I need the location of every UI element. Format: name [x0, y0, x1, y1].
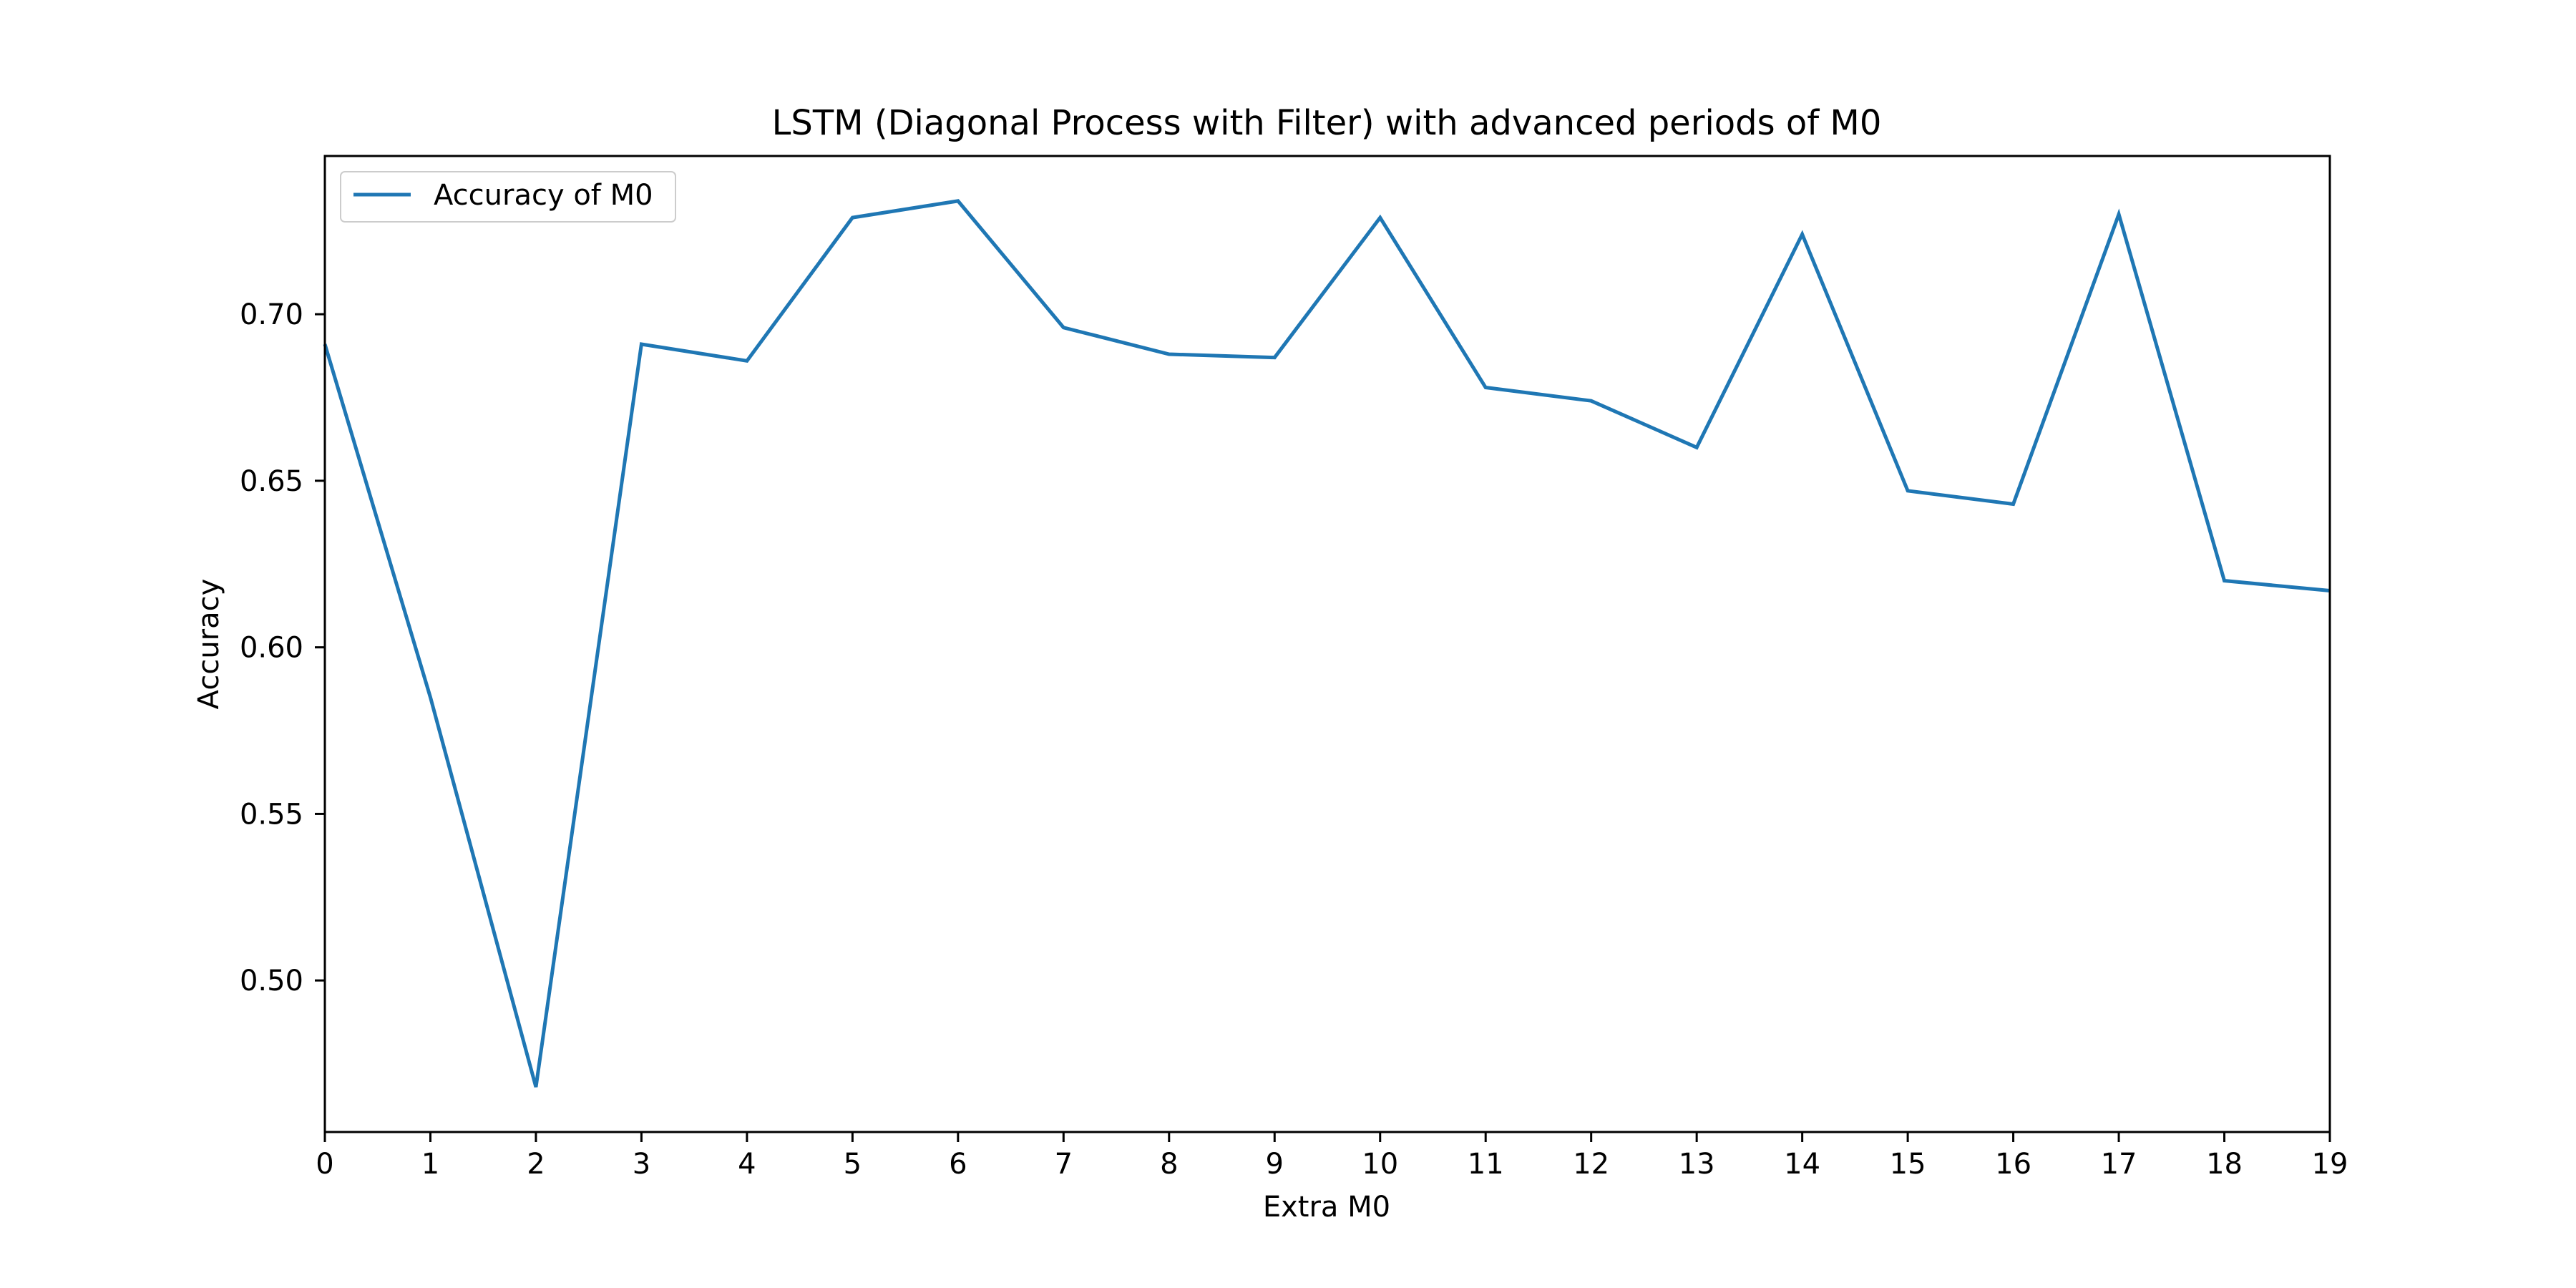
- x-axis-label: Extra M0: [1263, 1191, 1390, 1224]
- x-tick-label: 10: [1362, 1148, 1398, 1181]
- x-tick-label: 7: [1055, 1148, 1073, 1181]
- y-tick-label: 0.65: [240, 465, 303, 498]
- y-axis-label: Accuracy: [192, 579, 225, 710]
- accuracy-series-line: [323, 199, 2331, 1088]
- x-tick-label: 4: [738, 1148, 756, 1181]
- x-tick-label: 2: [527, 1148, 545, 1181]
- legend-box: [340, 171, 676, 223]
- x-tick-label: 17: [2101, 1148, 2137, 1181]
- x-tick-label: 14: [1784, 1148, 1820, 1181]
- x-tick-label: 0: [316, 1148, 333, 1181]
- plot-area-frame: [323, 155, 2331, 1133]
- chart-title: LSTM (Diagonal Process with Filter) with…: [772, 103, 1882, 143]
- y-tick-label: 0.60: [240, 632, 303, 665]
- x-tick-label: 9: [1266, 1148, 1284, 1181]
- y-tick-label: 0.70: [240, 298, 303, 331]
- legend: Accuracy of M0: [340, 171, 676, 223]
- x-tick-label: 3: [633, 1148, 650, 1181]
- x-tick-label: 16: [1995, 1148, 2031, 1181]
- y-axis-ticks: 0.50 0.55 0.60 0.65 0.70: [240, 298, 325, 997]
- x-tick-label: 1: [421, 1148, 439, 1181]
- x-tick-label: 8: [1160, 1148, 1178, 1181]
- x-tick-label: 11: [1468, 1148, 1504, 1181]
- x-tick-label: 6: [949, 1148, 967, 1181]
- x-tick-label: 15: [1890, 1148, 1926, 1181]
- legend-series-label: Accuracy of M0: [434, 179, 653, 212]
- x-axis-ticks: 0 1 2 3 4 5 6 7 8 9 10 11 12 13 14 15 16 17 18 19: [316, 1132, 2348, 1181]
- series-layer: [323, 199, 2331, 1088]
- x-tick-label: 18: [2206, 1148, 2243, 1181]
- x-tick-label: 5: [844, 1148, 862, 1181]
- y-tick-label: 0.50: [240, 965, 303, 997]
- x-tick-label: 12: [1573, 1148, 1609, 1181]
- x-tick-label: 19: [2312, 1148, 2348, 1181]
- y-tick-label: 0.55: [240, 798, 303, 831]
- x-tick-label: 13: [1679, 1148, 1715, 1181]
